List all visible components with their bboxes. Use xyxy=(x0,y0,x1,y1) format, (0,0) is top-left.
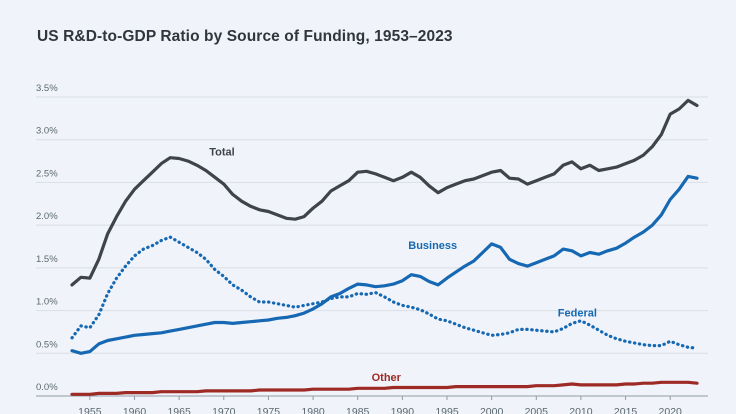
x-tick-label: 1995 xyxy=(435,406,459,414)
series-label-other: Other xyxy=(372,372,402,384)
series-line-other xyxy=(70,380,699,396)
x-tick-label: 1965 xyxy=(167,406,191,414)
y-tick-label: 2.5% xyxy=(36,168,58,179)
series-label-federal: Federal xyxy=(558,307,597,319)
x-tick-label: 2020 xyxy=(659,406,683,414)
x-tick-label: 2015 xyxy=(614,406,638,414)
series-line-business xyxy=(70,174,699,355)
x-tick-label: 1960 xyxy=(123,406,147,414)
y-tick-label: 1.5% xyxy=(36,254,58,265)
series-line-federal xyxy=(70,235,699,350)
y-tick-label: 3.5% xyxy=(36,83,58,94)
y-tick-label: 2.0% xyxy=(36,211,58,222)
x-tick-label: 1970 xyxy=(212,406,236,414)
x-tick-label: 1985 xyxy=(346,406,370,414)
y-tick-label: 0.5% xyxy=(36,339,58,350)
x-tick-label: 1990 xyxy=(391,406,415,414)
chart-title: US R&D-to-GDP Ratio by Source of Funding… xyxy=(37,28,453,45)
x-tick-label: 1980 xyxy=(301,406,325,414)
x-tick-label: 2000 xyxy=(480,406,504,414)
x-tick-label: 2005 xyxy=(525,406,549,414)
series-label-business: Business xyxy=(408,240,457,252)
series-line-total xyxy=(70,98,699,287)
x-tick-label: 1975 xyxy=(257,406,281,414)
series-label-total: Total xyxy=(209,147,234,159)
x-tick-label: 2010 xyxy=(569,406,593,414)
y-tick-label: 0.0% xyxy=(36,382,58,393)
y-tick-label: 1.0% xyxy=(36,297,58,308)
x-tick-label: 1955 xyxy=(78,406,102,414)
y-tick-label: 3.0% xyxy=(36,126,58,137)
